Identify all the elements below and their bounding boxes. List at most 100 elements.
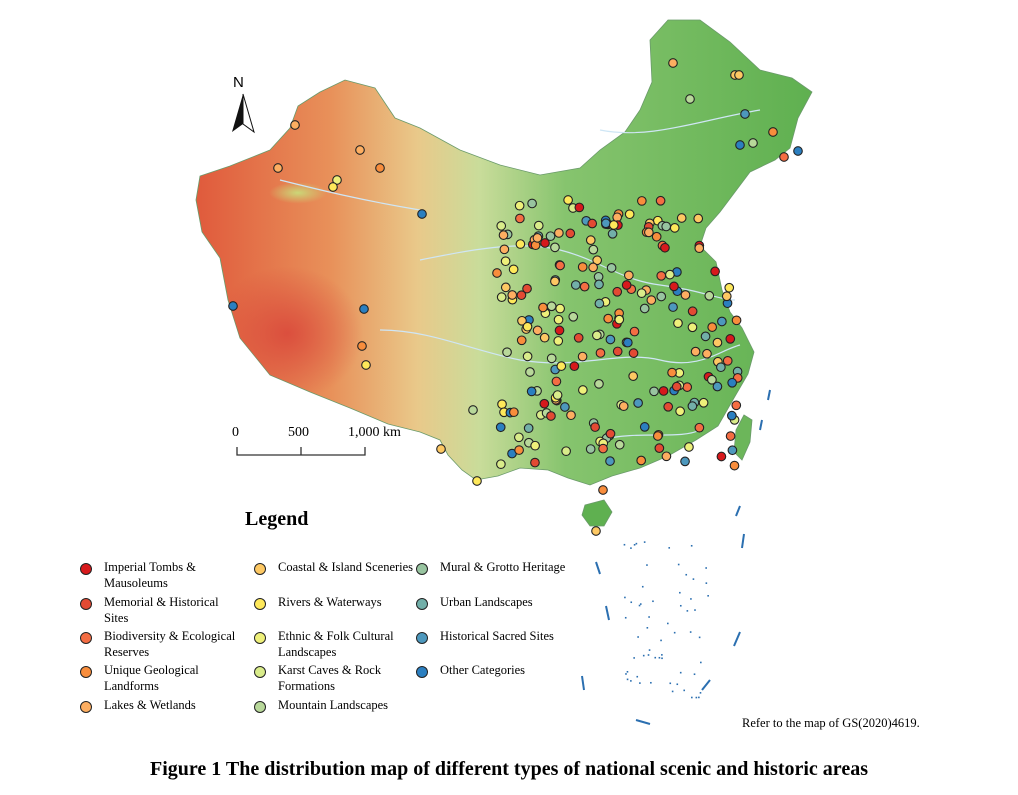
islet	[677, 563, 680, 566]
site-marker	[492, 268, 502, 278]
islet	[685, 573, 688, 576]
site-marker	[694, 422, 705, 433]
islet	[652, 600, 654, 603]
site-marker	[707, 374, 717, 385]
site-marker	[523, 423, 534, 434]
site-marker	[515, 239, 526, 249]
site-marker	[526, 386, 537, 397]
site-marker	[665, 269, 675, 280]
site-marker	[734, 70, 744, 80]
site-marker	[533, 220, 544, 231]
site-marker	[684, 442, 694, 452]
site-marker	[636, 455, 647, 466]
site-marker	[612, 286, 623, 297]
site-marker	[546, 411, 556, 421]
site-marker	[509, 407, 519, 418]
site-marker	[731, 315, 742, 326]
site-marker	[525, 367, 535, 377]
site-marker	[228, 301, 238, 311]
site-marker	[554, 228, 564, 238]
site-marker	[585, 444, 596, 454]
site-marker	[591, 526, 601, 536]
site-marker	[514, 445, 524, 455]
site-marker	[658, 386, 669, 396]
site-marker	[675, 406, 686, 417]
scale-label-500: 500	[288, 425, 309, 440]
site-marker	[550, 276, 560, 287]
site-marker	[587, 218, 598, 229]
site-marker	[570, 280, 581, 290]
islet	[679, 604, 682, 607]
legend-swatch-icon	[80, 563, 92, 575]
north-arrow-icon	[232, 93, 255, 134]
site-marker	[669, 281, 679, 292]
site-marker	[639, 303, 650, 314]
islet	[648, 616, 650, 618]
site-marker	[601, 218, 611, 229]
site-marker	[500, 282, 511, 293]
site-marker	[516, 335, 527, 346]
islet	[633, 544, 636, 546]
site-marker	[633, 398, 643, 408]
site-marker	[496, 221, 507, 231]
site-marker	[605, 334, 616, 345]
site-marker	[578, 385, 588, 395]
islet	[668, 547, 671, 549]
islet	[641, 585, 644, 588]
legend-label: Lakes & Wetlands	[104, 698, 196, 712]
site-marker	[592, 330, 602, 341]
legend-swatch-icon	[416, 598, 428, 610]
islet	[646, 564, 648, 566]
site-marker	[628, 348, 639, 358]
site-marker	[594, 298, 605, 309]
site-marker	[690, 346, 701, 357]
site-marker	[660, 242, 670, 253]
site-marker	[495, 422, 506, 433]
site-marker	[552, 390, 563, 400]
islet	[690, 544, 693, 547]
site-marker	[472, 476, 482, 486]
site-marker	[517, 315, 527, 326]
islet	[693, 673, 696, 676]
site-marker	[605, 428, 616, 439]
site-marker	[704, 290, 715, 301]
site-marker	[669, 223, 680, 233]
islet	[633, 657, 635, 659]
site-marker	[522, 321, 533, 332]
islet	[695, 696, 698, 699]
site-marker	[680, 290, 691, 300]
site-marker	[574, 202, 585, 213]
islet	[692, 578, 695, 580]
site-marker	[680, 456, 690, 467]
islet	[705, 582, 708, 584]
site-marker	[563, 195, 573, 205]
site-marker	[468, 405, 478, 415]
islet	[661, 657, 663, 660]
islet	[661, 654, 663, 656]
islet	[636, 675, 639, 678]
legend-swatch-icon	[254, 701, 266, 713]
legend-label: Memorial & Historical Sites	[104, 595, 219, 625]
site-marker	[514, 200, 525, 211]
site-marker	[687, 306, 698, 317]
site-marker	[700, 331, 711, 342]
legend-swatch-icon	[254, 632, 266, 644]
islet	[624, 616, 627, 619]
site-marker	[585, 235, 596, 246]
site-marker	[612, 346, 623, 357]
islet	[625, 673, 627, 675]
site-marker	[716, 451, 727, 462]
site-marker	[556, 361, 567, 371]
islet	[639, 603, 642, 605]
site-marker	[516, 290, 527, 301]
legend-swatch-icon	[80, 701, 92, 713]
site-marker	[532, 325, 543, 336]
site-marker	[618, 401, 629, 412]
hainan-island	[581, 499, 613, 527]
site-marker	[726, 410, 737, 421]
site-marker	[515, 213, 525, 224]
site-marker	[624, 209, 635, 220]
islet	[650, 681, 652, 684]
site-marker	[588, 244, 599, 255]
